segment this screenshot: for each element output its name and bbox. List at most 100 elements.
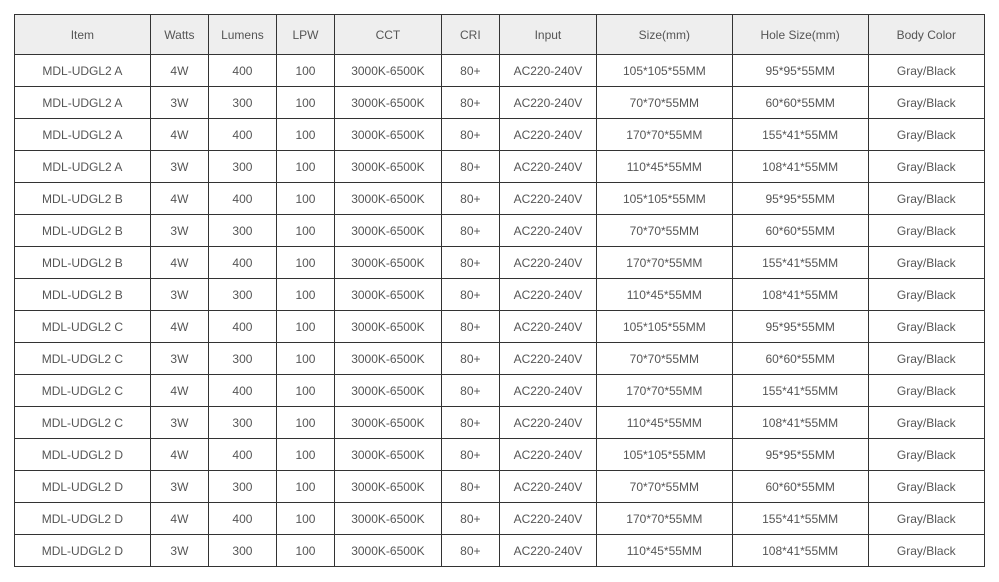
col-header-cct: CCT [335, 15, 442, 55]
cell-input: AC220-240V [499, 439, 596, 471]
cell-size: 105*105*55MM [596, 183, 732, 215]
cell-holesize: 155*41*55MM [732, 119, 868, 151]
cell-input: AC220-240V [499, 119, 596, 151]
cell-lumens: 300 [208, 215, 276, 247]
cell-holesize: 60*60*55MM [732, 215, 868, 247]
cell-input: AC220-240V [499, 247, 596, 279]
cell-watts: 3W [150, 535, 208, 567]
cell-input: AC220-240V [499, 375, 596, 407]
cell-cct: 3000K-6500K [335, 215, 442, 247]
cell-lpw: 100 [276, 343, 334, 375]
table-header-row: ItemWattsLumensLPWCCTCRIInputSize(mm)Hol… [15, 15, 985, 55]
col-header-item: Item [15, 15, 151, 55]
cell-cri: 80+ [441, 247, 499, 279]
cell-size: 70*70*55MM [596, 215, 732, 247]
table-row: MDL-UDGL2 D4W4001003000K-6500K80+AC220-2… [15, 439, 985, 471]
cell-bodycolor: Gray/Black [868, 375, 984, 407]
col-header-watts: Watts [150, 15, 208, 55]
cell-lumens: 300 [208, 471, 276, 503]
table-row: MDL-UDGL2 D3W3001003000K-6500K80+AC220-2… [15, 535, 985, 567]
cell-holesize: 155*41*55MM [732, 375, 868, 407]
col-header-cri: CRI [441, 15, 499, 55]
cell-cri: 80+ [441, 439, 499, 471]
col-header-lpw: LPW [276, 15, 334, 55]
cell-cct: 3000K-6500K [335, 439, 442, 471]
cell-bodycolor: Gray/Black [868, 439, 984, 471]
table-row: MDL-UDGL2 A4W4001003000K-6500K80+AC220-2… [15, 55, 985, 87]
cell-bodycolor: Gray/Black [868, 471, 984, 503]
cell-bodycolor: Gray/Black [868, 183, 984, 215]
cell-watts: 3W [150, 471, 208, 503]
table-row: MDL-UDGL2 B3W3001003000K-6500K80+AC220-2… [15, 279, 985, 311]
col-header-size: Size(mm) [596, 15, 732, 55]
col-header-bodycolor: Body Color [868, 15, 984, 55]
cell-lumens: 400 [208, 55, 276, 87]
cell-watts: 3W [150, 215, 208, 247]
cell-input: AC220-240V [499, 151, 596, 183]
cell-size: 70*70*55MM [596, 343, 732, 375]
cell-holesize: 95*95*55MM [732, 311, 868, 343]
cell-input: AC220-240V [499, 311, 596, 343]
cell-holesize: 60*60*55MM [732, 343, 868, 375]
cell-item: MDL-UDGL2 C [15, 375, 151, 407]
cell-holesize: 155*41*55MM [732, 247, 868, 279]
cell-item: MDL-UDGL2 A [15, 87, 151, 119]
cell-size: 110*45*55MM [596, 535, 732, 567]
cell-item: MDL-UDGL2 A [15, 151, 151, 183]
cell-cri: 80+ [441, 151, 499, 183]
cell-watts: 4W [150, 247, 208, 279]
cell-lpw: 100 [276, 471, 334, 503]
cell-cct: 3000K-6500K [335, 343, 442, 375]
cell-item: MDL-UDGL2 C [15, 311, 151, 343]
cell-size: 105*105*55MM [596, 55, 732, 87]
cell-cct: 3000K-6500K [335, 151, 442, 183]
cell-bodycolor: Gray/Black [868, 535, 984, 567]
cell-bodycolor: Gray/Black [868, 407, 984, 439]
cell-lpw: 100 [276, 119, 334, 151]
cell-size: 110*45*55MM [596, 279, 732, 311]
cell-cri: 80+ [441, 343, 499, 375]
cell-lpw: 100 [276, 183, 334, 215]
cell-lpw: 100 [276, 151, 334, 183]
cell-size: 170*70*55MM [596, 375, 732, 407]
cell-holesize: 108*41*55MM [732, 279, 868, 311]
cell-bodycolor: Gray/Black [868, 87, 984, 119]
cell-holesize: 108*41*55MM [732, 151, 868, 183]
table-row: MDL-UDGL2 C3W3001003000K-6500K80+AC220-2… [15, 407, 985, 439]
cell-item: MDL-UDGL2 D [15, 503, 151, 535]
cell-lumens: 300 [208, 407, 276, 439]
cell-watts: 3W [150, 343, 208, 375]
cell-watts: 4W [150, 375, 208, 407]
cell-cri: 80+ [441, 279, 499, 311]
cell-bodycolor: Gray/Black [868, 119, 984, 151]
cell-lumens: 400 [208, 503, 276, 535]
cell-lumens: 300 [208, 343, 276, 375]
col-header-holesize: Hole Size(mm) [732, 15, 868, 55]
cell-watts: 4W [150, 119, 208, 151]
cell-bodycolor: Gray/Black [868, 503, 984, 535]
cell-holesize: 95*95*55MM [732, 183, 868, 215]
cell-input: AC220-240V [499, 55, 596, 87]
cell-holesize: 108*41*55MM [732, 407, 868, 439]
cell-item: MDL-UDGL2 D [15, 439, 151, 471]
cell-cct: 3000K-6500K [335, 87, 442, 119]
cell-holesize: 155*41*55MM [732, 503, 868, 535]
cell-lpw: 100 [276, 407, 334, 439]
cell-cct: 3000K-6500K [335, 535, 442, 567]
cell-cri: 80+ [441, 87, 499, 119]
cell-holesize: 95*95*55MM [732, 55, 868, 87]
cell-size: 105*105*55MM [596, 439, 732, 471]
cell-cct: 3000K-6500K [335, 407, 442, 439]
cell-cct: 3000K-6500K [335, 471, 442, 503]
table-row: MDL-UDGL2 B4W4001003000K-6500K80+AC220-2… [15, 247, 985, 279]
table-row: MDL-UDGL2 A4W4001003000K-6500K80+AC220-2… [15, 119, 985, 151]
table-row: MDL-UDGL2 C4W4001003000K-6500K80+AC220-2… [15, 375, 985, 407]
cell-lpw: 100 [276, 279, 334, 311]
cell-watts: 4W [150, 311, 208, 343]
cell-item: MDL-UDGL2 A [15, 119, 151, 151]
cell-cri: 80+ [441, 407, 499, 439]
cell-lumens: 300 [208, 151, 276, 183]
cell-size: 70*70*55MM [596, 471, 732, 503]
cell-input: AC220-240V [499, 471, 596, 503]
cell-cct: 3000K-6500K [335, 503, 442, 535]
